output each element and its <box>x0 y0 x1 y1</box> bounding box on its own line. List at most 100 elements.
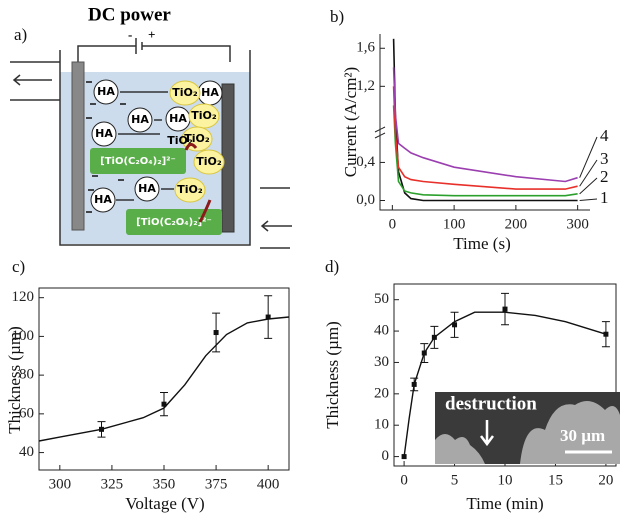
diagram: a) DC power - + HA HA HA HA HA HA HA TiO… <box>10 4 292 249</box>
series-label: 2 <box>600 167 609 186</box>
reaction-arrow <box>184 143 212 223</box>
panel-label: b) <box>330 7 344 26</box>
fit-curve <box>38 316 290 442</box>
tank <box>59 50 251 246</box>
y-tick-label: 50 <box>374 291 389 307</box>
point <box>431 334 437 340</box>
leader-line <box>579 136 598 178</box>
complex-label: [TiO(C₂O₄)₂]²⁻ <box>100 156 176 167</box>
y-tick-label: 20 <box>374 385 389 401</box>
y-axis-label: Thickness (µm) <box>323 321 342 429</box>
leader-line <box>579 159 598 187</box>
x-tick-label: 400 <box>257 476 280 492</box>
leader-line <box>579 177 598 195</box>
x-tick-label: 200 <box>505 216 528 232</box>
leader-line <box>579 198 598 201</box>
x-tick-label: 0 <box>389 216 397 232</box>
point <box>452 322 458 328</box>
tio2-label: TiO₂ <box>196 155 222 168</box>
panel-label: a) <box>14 25 27 44</box>
y-tick-label: 30 <box>374 354 389 370</box>
complex-box <box>126 209 222 235</box>
complex-box <box>90 148 186 174</box>
point <box>603 331 609 337</box>
x-tick-label: 10 <box>498 472 513 488</box>
y-tick-label: 100 <box>12 328 35 344</box>
x-axis-label: Time (s) <box>453 234 510 253</box>
x-tick-label: 325 <box>101 476 124 492</box>
ha-label: HA <box>94 193 112 206</box>
diagram-title: DC power <box>88 4 171 25</box>
plus: + <box>148 27 155 42</box>
y-axis-label: Thickness (µm) <box>5 326 24 434</box>
tio2-particles <box>169 80 225 203</box>
y-tick-label: 40 <box>374 323 389 339</box>
y-tick-label: 0,4 <box>356 154 375 170</box>
series-line <box>392 67 578 183</box>
minus: - <box>128 27 132 42</box>
ha-label: HA <box>138 182 156 195</box>
tio2-label: TiO₂ <box>172 86 198 99</box>
chart: b) Time (s) Current (A/cm²) 0 100 200 300 0,0 0,… <box>330 7 609 253</box>
inset-text: destruction <box>445 393 537 414</box>
y-tick-label: 0 <box>382 448 390 464</box>
x-tick-label: 15 <box>548 472 563 488</box>
scale-label: 30 µm <box>560 426 605 445</box>
ha-label: HA <box>97 85 115 98</box>
series-line <box>392 38 578 202</box>
tio2-label: TiO₂ <box>191 109 217 122</box>
x-tick-label: 350 <box>153 476 176 492</box>
ha-label: HA <box>95 127 113 140</box>
x-tick-label: 300 <box>566 216 589 232</box>
electrode <box>71 61 85 231</box>
wire <box>77 38 231 62</box>
point <box>213 330 219 336</box>
point <box>411 381 417 387</box>
ha-molecules <box>90 79 223 213</box>
ha-label: HA <box>201 86 219 99</box>
y-tick-label: 1,2 <box>356 78 375 94</box>
point <box>161 401 167 407</box>
x-axis-label: Time (min) <box>466 494 543 513</box>
y-tick-label: 10 <box>374 417 389 433</box>
x-tick-label: 5 <box>451 472 459 488</box>
point <box>421 350 427 356</box>
flow-arrow <box>12 74 292 232</box>
arrow <box>480 420 494 447</box>
axis-break <box>374 126 386 139</box>
inset-image: destruction 30 µm <box>435 392 620 464</box>
point <box>99 426 104 432</box>
y-tick-label: 0,0 <box>356 192 375 208</box>
x-tick-label: 375 <box>205 476 228 492</box>
axis-line <box>379 34 590 211</box>
tio2-label: TiO₂ <box>177 183 203 196</box>
series-line <box>392 86 578 190</box>
x-tick-label: 300 <box>49 476 72 492</box>
ha-label: HA <box>131 113 149 126</box>
complex-label: [TiO(C₂O₄)₂]²⁻ <box>136 217 212 228</box>
chart: d) Time (min) Thickness (µm) 0 5 10 15 20 0 10 20 3… <box>323 257 617 513</box>
point <box>401 454 407 460</box>
tio2-label: TiO₂ <box>167 134 193 147</box>
y-tick-label: 40 <box>19 444 34 460</box>
y-axis-label: Current (A/cm²) <box>341 67 360 177</box>
tio2-label: TiO₂ <box>184 132 210 145</box>
x-tick-label: 20 <box>598 472 613 488</box>
x-tick-label: 0 <box>400 472 408 488</box>
point <box>502 306 508 312</box>
point <box>265 314 271 320</box>
y-tick-label: 60 <box>19 405 34 421</box>
pipe <box>10 61 290 249</box>
migration-arrow <box>116 91 174 201</box>
series-label: 3 <box>600 149 609 168</box>
electrode <box>221 83 235 233</box>
plot-frame <box>38 287 290 471</box>
series-line <box>392 105 578 197</box>
x-tick-label: 100 <box>443 216 466 232</box>
ha-label: HA <box>169 112 187 125</box>
chart: c) Voltage (V) Thickness (µm) 300 325 350 375 4… <box>5 257 290 513</box>
y-tick-label: 1,6 <box>356 40 375 56</box>
series-label: 1 <box>600 188 609 207</box>
panel-label: c) <box>12 257 25 276</box>
